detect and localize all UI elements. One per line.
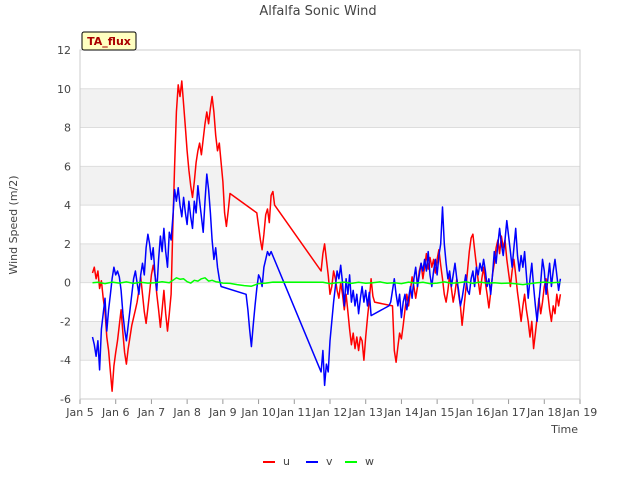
series-line-w: [92, 277, 561, 287]
plot-border: [79, 49, 581, 400]
x-tick-label: Jan 7: [137, 406, 165, 419]
plot-band: [80, 166, 580, 206]
y-tick-label: 6: [64, 160, 71, 173]
x-axis-label: Time: [550, 423, 578, 436]
y-tick-label: 2: [64, 238, 71, 251]
x-tick-label: Jan 8: [172, 406, 200, 419]
x-tick-label: Jan 17: [490, 406, 525, 419]
x-tick-label: Jan 10: [240, 406, 275, 419]
x-tick-label: Jan 14: [383, 406, 418, 419]
x-tick-label: Jan 15: [419, 406, 454, 419]
badge-box: [81, 31, 137, 51]
series-lines: [91, 80, 562, 392]
ta-flux-badge: TA_flux: [81, 31, 137, 51]
x-tick-label: Jan 19: [562, 406, 597, 419]
y-tick-label: -2: [60, 315, 71, 328]
legend-label-v: v: [326, 455, 333, 468]
plot-band: [80, 360, 580, 399]
x-tick-label: Jan 13: [347, 406, 382, 419]
y-tick-label: 10: [57, 83, 71, 96]
legend-label-w: w: [365, 455, 374, 468]
x-tick-label: Jan 12: [312, 406, 347, 419]
x-axis: Jan 5 Jan 6 Jan 7 Jan 8 Jan 9 Jan 10 Jan 11 Jan…: [65, 399, 597, 419]
legend-label-u: u: [283, 455, 290, 468]
x-tick-label: Jan 16: [455, 406, 490, 419]
x-tick-label: Jan 18: [526, 406, 561, 419]
y-tick-label: 0: [64, 277, 71, 290]
plot-band: [80, 127, 580, 167]
y-tick-label: 4: [64, 199, 71, 212]
x-tick-label: Jan 11: [276, 406, 311, 419]
chart-title: Alfalfa Sonic Wind: [259, 4, 376, 19]
badge-text: TA_flux: [87, 35, 131, 48]
plot-band: [80, 50, 580, 89]
legend: u v w: [263, 455, 374, 468]
y-axis-label: Wind Speed (m/2): [7, 175, 20, 274]
x-tick-label: Jan 6: [101, 406, 129, 419]
y-tick-label: 8: [64, 122, 71, 135]
y-tick-label: -6: [60, 393, 71, 406]
plot-band: [80, 88, 580, 128]
plot-area: [79, 49, 581, 400]
x-tick-label: Jan 5: [65, 406, 93, 419]
y-axis: -6 -4 -2 0 2 4 6 8 10 12: [57, 44, 71, 406]
y-tick-label: -4: [60, 354, 71, 367]
x-tick-label: Jan 9: [208, 406, 236, 419]
y-tick-label: 12: [57, 44, 71, 57]
